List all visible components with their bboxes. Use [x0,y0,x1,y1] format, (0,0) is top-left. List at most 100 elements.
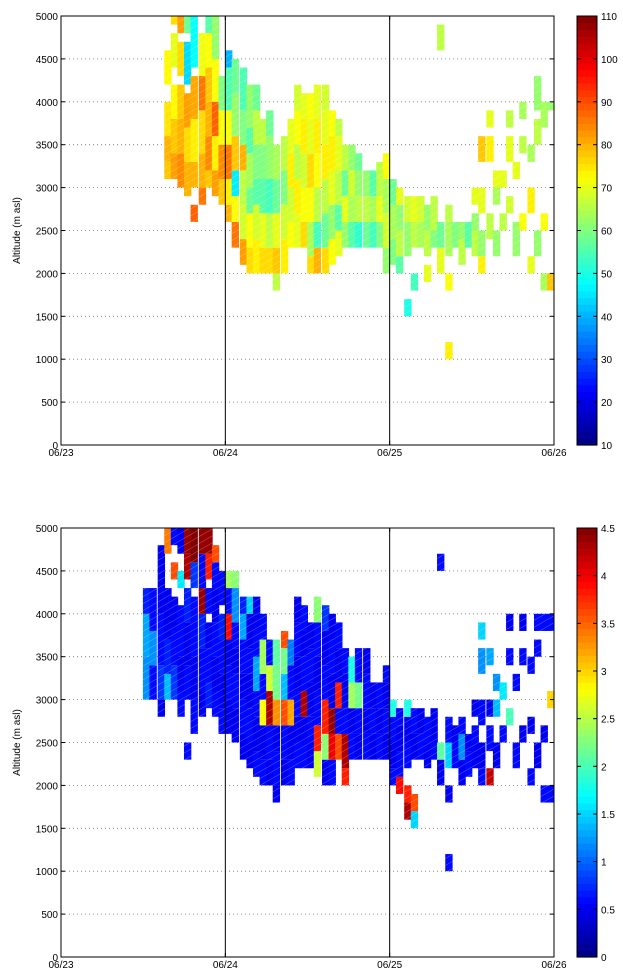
colorbar-segment [577,534,597,542]
colorbar-segment [577,364,597,372]
heatmap-cell-texture [389,204,397,240]
colorbar-segment [577,96,597,104]
heatmap-cell-texture [445,854,453,872]
heatmap-cell-texture [300,221,308,248]
heatmap-cell-texture [218,613,226,640]
heatmap-cell-texture [313,247,322,274]
heatmap-cell-texture [410,196,419,222]
heatmap-cell-texture [363,648,371,674]
top-panel: 0 500 1000 1500 2000 2500 3000 3500 4000 4500 5000… [12,12,618,459]
colorbar-tick-label: 50 [601,269,613,280]
heatmap-cell-texture [239,110,248,145]
heatmap-cell-texture [205,33,213,68]
heatmap-cell-texture [389,716,397,743]
colorbar-segment [577,143,597,151]
heatmap-cell-texture [198,110,207,154]
colorbar-segment [577,371,597,379]
heatmap-cell-texture [341,673,350,709]
heatmap-cell-texture [395,256,404,274]
colorbar-segment [577,816,597,824]
heatmap-cell-texture [335,733,343,760]
heatmap-cell-texture [486,768,494,786]
heatmap-cell-texture [348,708,356,734]
heatmap-cell-texture [211,562,220,589]
colorbar-tick-label: 4 [601,572,607,583]
y-axis-label: Altitude (m asl) [12,709,23,776]
heatmap-cell-texture [341,170,350,197]
heatmap-cell-texture [486,136,494,162]
colorbar-segment [577,277,597,285]
heatmap-cell-texture [363,673,371,709]
colorbar-segment [577,782,597,791]
heatmap-cell-texture [198,613,207,649]
heatmap-cell-texture [307,221,315,257]
heatmap-cell-texture [164,136,172,162]
colorbar-segment [577,802,597,811]
y-tick-label: 0 [52,441,58,452]
bottom-panel: 0 500 1000 1500 2000 2500 3000 3500 4000 4500 5000… [12,524,615,971]
colorbar-segment [577,109,597,118]
heatmap-cell-texture [307,256,315,274]
colorbar-segment [577,76,597,84]
y-axis-label: Altitude (m asl) [12,197,23,264]
colorbar-segment [577,876,597,884]
heatmap-cell-texture [499,725,507,743]
colorbar-tick-label: 2 [601,762,607,773]
heatmap-cell-texture [512,161,520,180]
heatmap-cell-texture [451,221,460,248]
colorbar-segment [577,869,597,878]
heatmap-cell-texture [335,708,343,734]
heatmap-cell-texture [478,742,486,769]
colorbar-tick-label: 0 [601,953,607,964]
heatmap-cell-texture [239,67,248,111]
heatmap-cell-texture [313,187,322,222]
colorbar-segment [577,290,597,299]
heatmap-cell-texture [478,187,486,214]
heatmap-cell-texture [506,196,514,214]
x-tick-label: 06/24 [213,448,238,459]
heatmap-cell-texture [464,221,473,248]
heatmap-cell-texture [177,84,185,119]
heatmap-cell-texture [190,16,198,68]
heatmap-cell-texture [183,622,192,666]
heatmap-cell-texture [211,622,220,657]
heatmap-cell-texture [211,691,220,717]
heatmap-cell-texture [389,179,397,205]
heatmap-cell-texture [183,127,192,162]
colorbar-segment [577,210,597,218]
colorbar-segment [577,641,597,650]
heatmap-cell-texture [231,221,239,248]
heatmap-cell-texture [252,239,261,274]
colorbar-segment [577,910,597,918]
colorbar-segment [577,655,597,663]
heatmap-cell-texture [183,665,192,700]
colorbar-segment [577,203,597,211]
heatmap-cell-texture [410,273,419,291]
heatmap-cell-texture [259,179,267,214]
colorbar-segment [577,398,597,406]
heatmap-cell-texture [492,230,501,257]
heatmap-cell-texture [492,187,501,205]
heatmap-cell-texture [478,622,486,640]
heatmap-cell-texture [540,785,548,803]
heatmap-cell-texture [471,187,479,205]
heatmap-cell-texture [272,213,281,248]
heatmap-cell-texture [272,639,281,666]
heatmap-cell-texture [404,221,412,257]
colorbar-segment [577,237,597,245]
y-tick-label: 2000 [36,269,59,280]
heatmap-cell-texture [404,699,412,717]
heatmap-cell-texture [205,553,213,580]
heatmap-cell-texture [177,656,185,692]
colorbar-segment [577,715,597,723]
y-tick-label: 2500 [36,227,59,238]
heatmap-cell-texture [341,221,350,248]
colorbar-tick-label: 20 [601,398,613,409]
colorbar-segment [577,36,597,44]
heatmap-cell-texture [225,110,233,145]
colorbar-segment [577,635,597,643]
heatmap-cell-texture [519,101,527,119]
heatmap-cell-texture [183,93,192,128]
heatmap-cell-texture [266,639,274,666]
heatmap-cell-texture [287,639,295,666]
